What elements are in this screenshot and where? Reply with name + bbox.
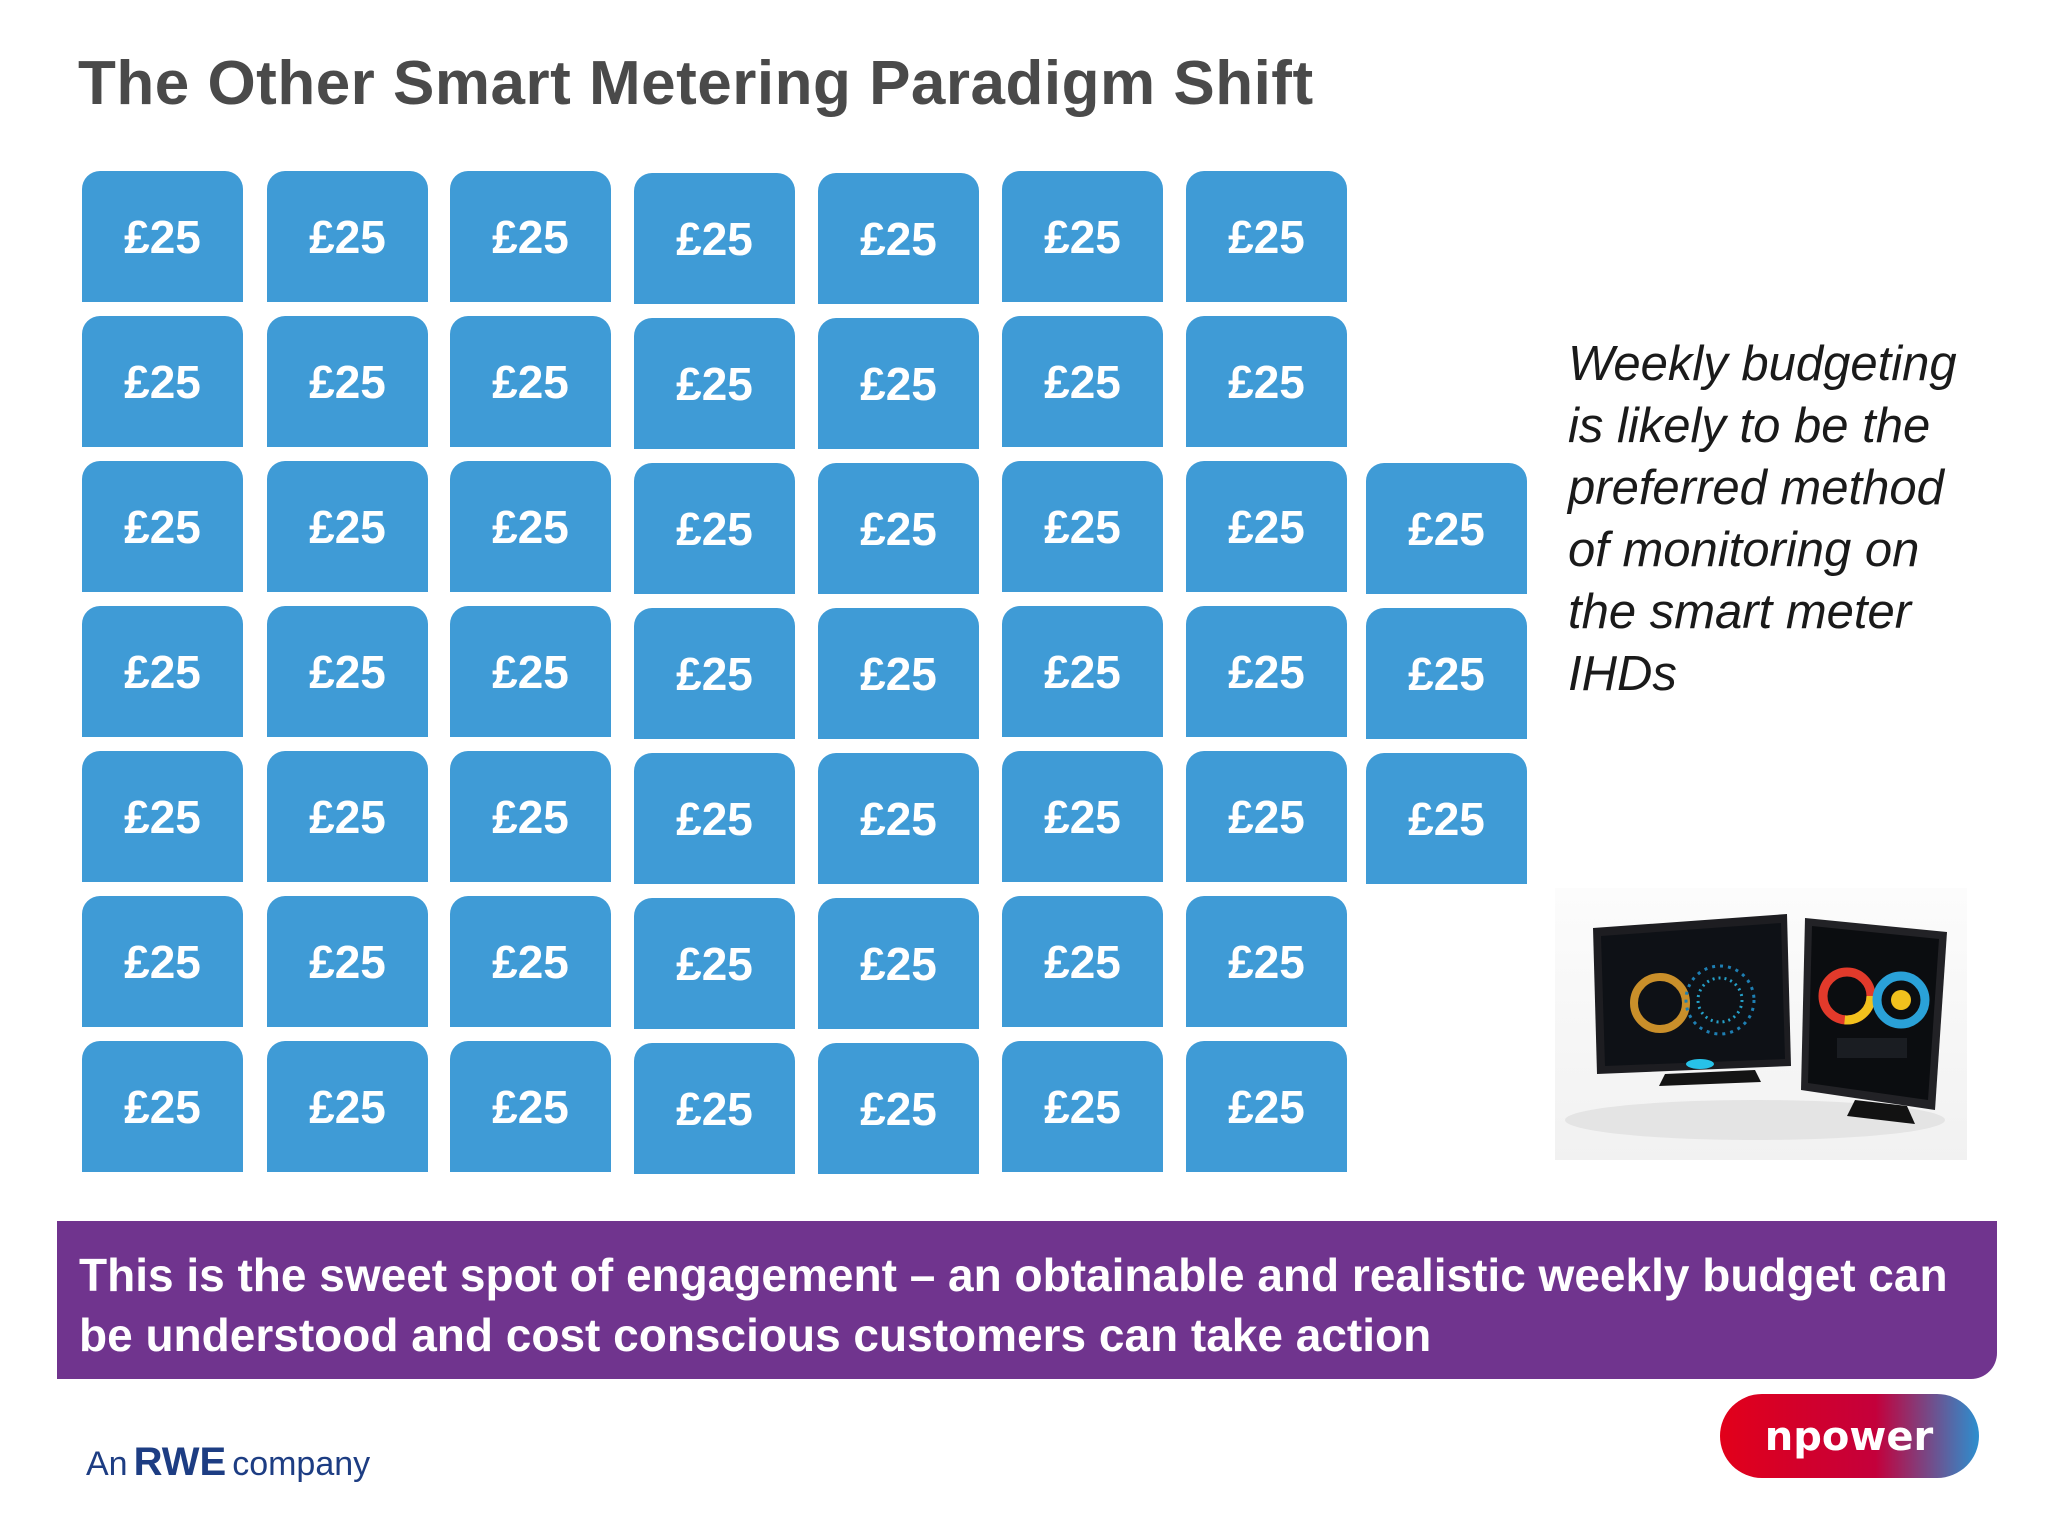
side-note: Weekly budgeting is likely to be the pre… [1568, 337, 1957, 701]
budget-tile: £25 [818, 1043, 979, 1174]
budget-tile: £25 [267, 751, 428, 882]
budget-tile: £25 [267, 606, 428, 737]
budget-tile: £25 [634, 608, 795, 739]
budget-tile: £25 [267, 316, 428, 447]
budget-tile: £25 [267, 461, 428, 592]
budget-tile: £25 [634, 318, 795, 449]
budget-tile: £25 [1002, 751, 1163, 882]
budget-tile: £25 [450, 316, 611, 447]
budget-tile: £25 [1002, 1041, 1163, 1172]
budget-tile: £25 [634, 173, 795, 304]
budget-tile: £25 [450, 1041, 611, 1172]
budget-tile: £25 [82, 316, 243, 447]
budget-tile: £25 [1002, 461, 1163, 592]
budget-tile: £25 [450, 751, 611, 882]
budget-tile: £25 [1186, 606, 1347, 737]
budget-tile: £25 [450, 171, 611, 302]
budget-tile: £25 [82, 896, 243, 1027]
budget-tile: £25 [1186, 751, 1347, 882]
budget-tile: £25 [267, 896, 428, 1027]
budget-tile: £25 [634, 1043, 795, 1174]
budget-tile: £25 [1366, 463, 1527, 594]
budget-tile: £25 [82, 751, 243, 882]
budget-tile: £25 [82, 461, 243, 592]
rwe-brand: RWE [133, 1440, 227, 1484]
banner-text: This is the sweet spot of engagement – a… [79, 1249, 1948, 1361]
npower-logo: npower [1718, 1392, 1981, 1480]
budget-tile: £25 [818, 898, 979, 1029]
budget-tile: £25 [1186, 1041, 1347, 1172]
budget-tile: £25 [634, 463, 795, 594]
budget-tile: £25 [634, 898, 795, 1029]
slide-title: The Other Smart Metering Paradigm Shift [78, 49, 1314, 118]
budget-tile: £25 [82, 171, 243, 302]
budget-tile: £25 [450, 461, 611, 592]
budget-tile: £25 [634, 753, 795, 884]
budget-tile-grid: £25 £25 £25 £25 £25 £25 £25 £25 £25 £25 £25 £25 £25 £… [82, 171, 1527, 1174]
budget-tile: £25 [1002, 896, 1163, 1027]
budget-tile: £25 [1002, 171, 1163, 302]
budget-tile: £25 [818, 753, 979, 884]
npower-wordmark: npower [1765, 1414, 1934, 1460]
budget-tile: £25 [1186, 896, 1347, 1027]
ihd-devices-illustration [1565, 914, 1947, 1140]
budget-tile: £25 [818, 173, 979, 304]
rwe-prefix: An [86, 1445, 128, 1483]
npower-logo-badge: npower [1720, 1394, 1979, 1478]
budget-tile: £25 [1186, 171, 1347, 302]
budget-tile: £25 [1002, 606, 1163, 737]
rwe-logo: An RWE company [86, 1440, 370, 1485]
budget-tile: £25 [1186, 461, 1347, 592]
budget-tile: £25 [818, 463, 979, 594]
budget-tile: £25 [450, 606, 611, 737]
budget-tile: £25 [82, 1041, 243, 1172]
budget-tile: £25 [818, 318, 979, 449]
budget-tile: £25 [818, 608, 979, 739]
budget-tile: £25 [1186, 316, 1347, 447]
budget-tile: £25 [1002, 316, 1163, 447]
budget-tile: £25 [267, 1041, 428, 1172]
rwe-suffix: company [232, 1445, 371, 1483]
ihd-devices-image [1555, 888, 1967, 1160]
key-message-banner: This is the sweet spot of engagement – a… [57, 1221, 1997, 1379]
budget-tile: £25 [450, 896, 611, 1027]
budget-tile: £25 [82, 606, 243, 737]
budget-tile: £25 [1366, 608, 1527, 739]
budget-tile: £25 [1366, 753, 1527, 884]
budget-tile: £25 [267, 171, 428, 302]
